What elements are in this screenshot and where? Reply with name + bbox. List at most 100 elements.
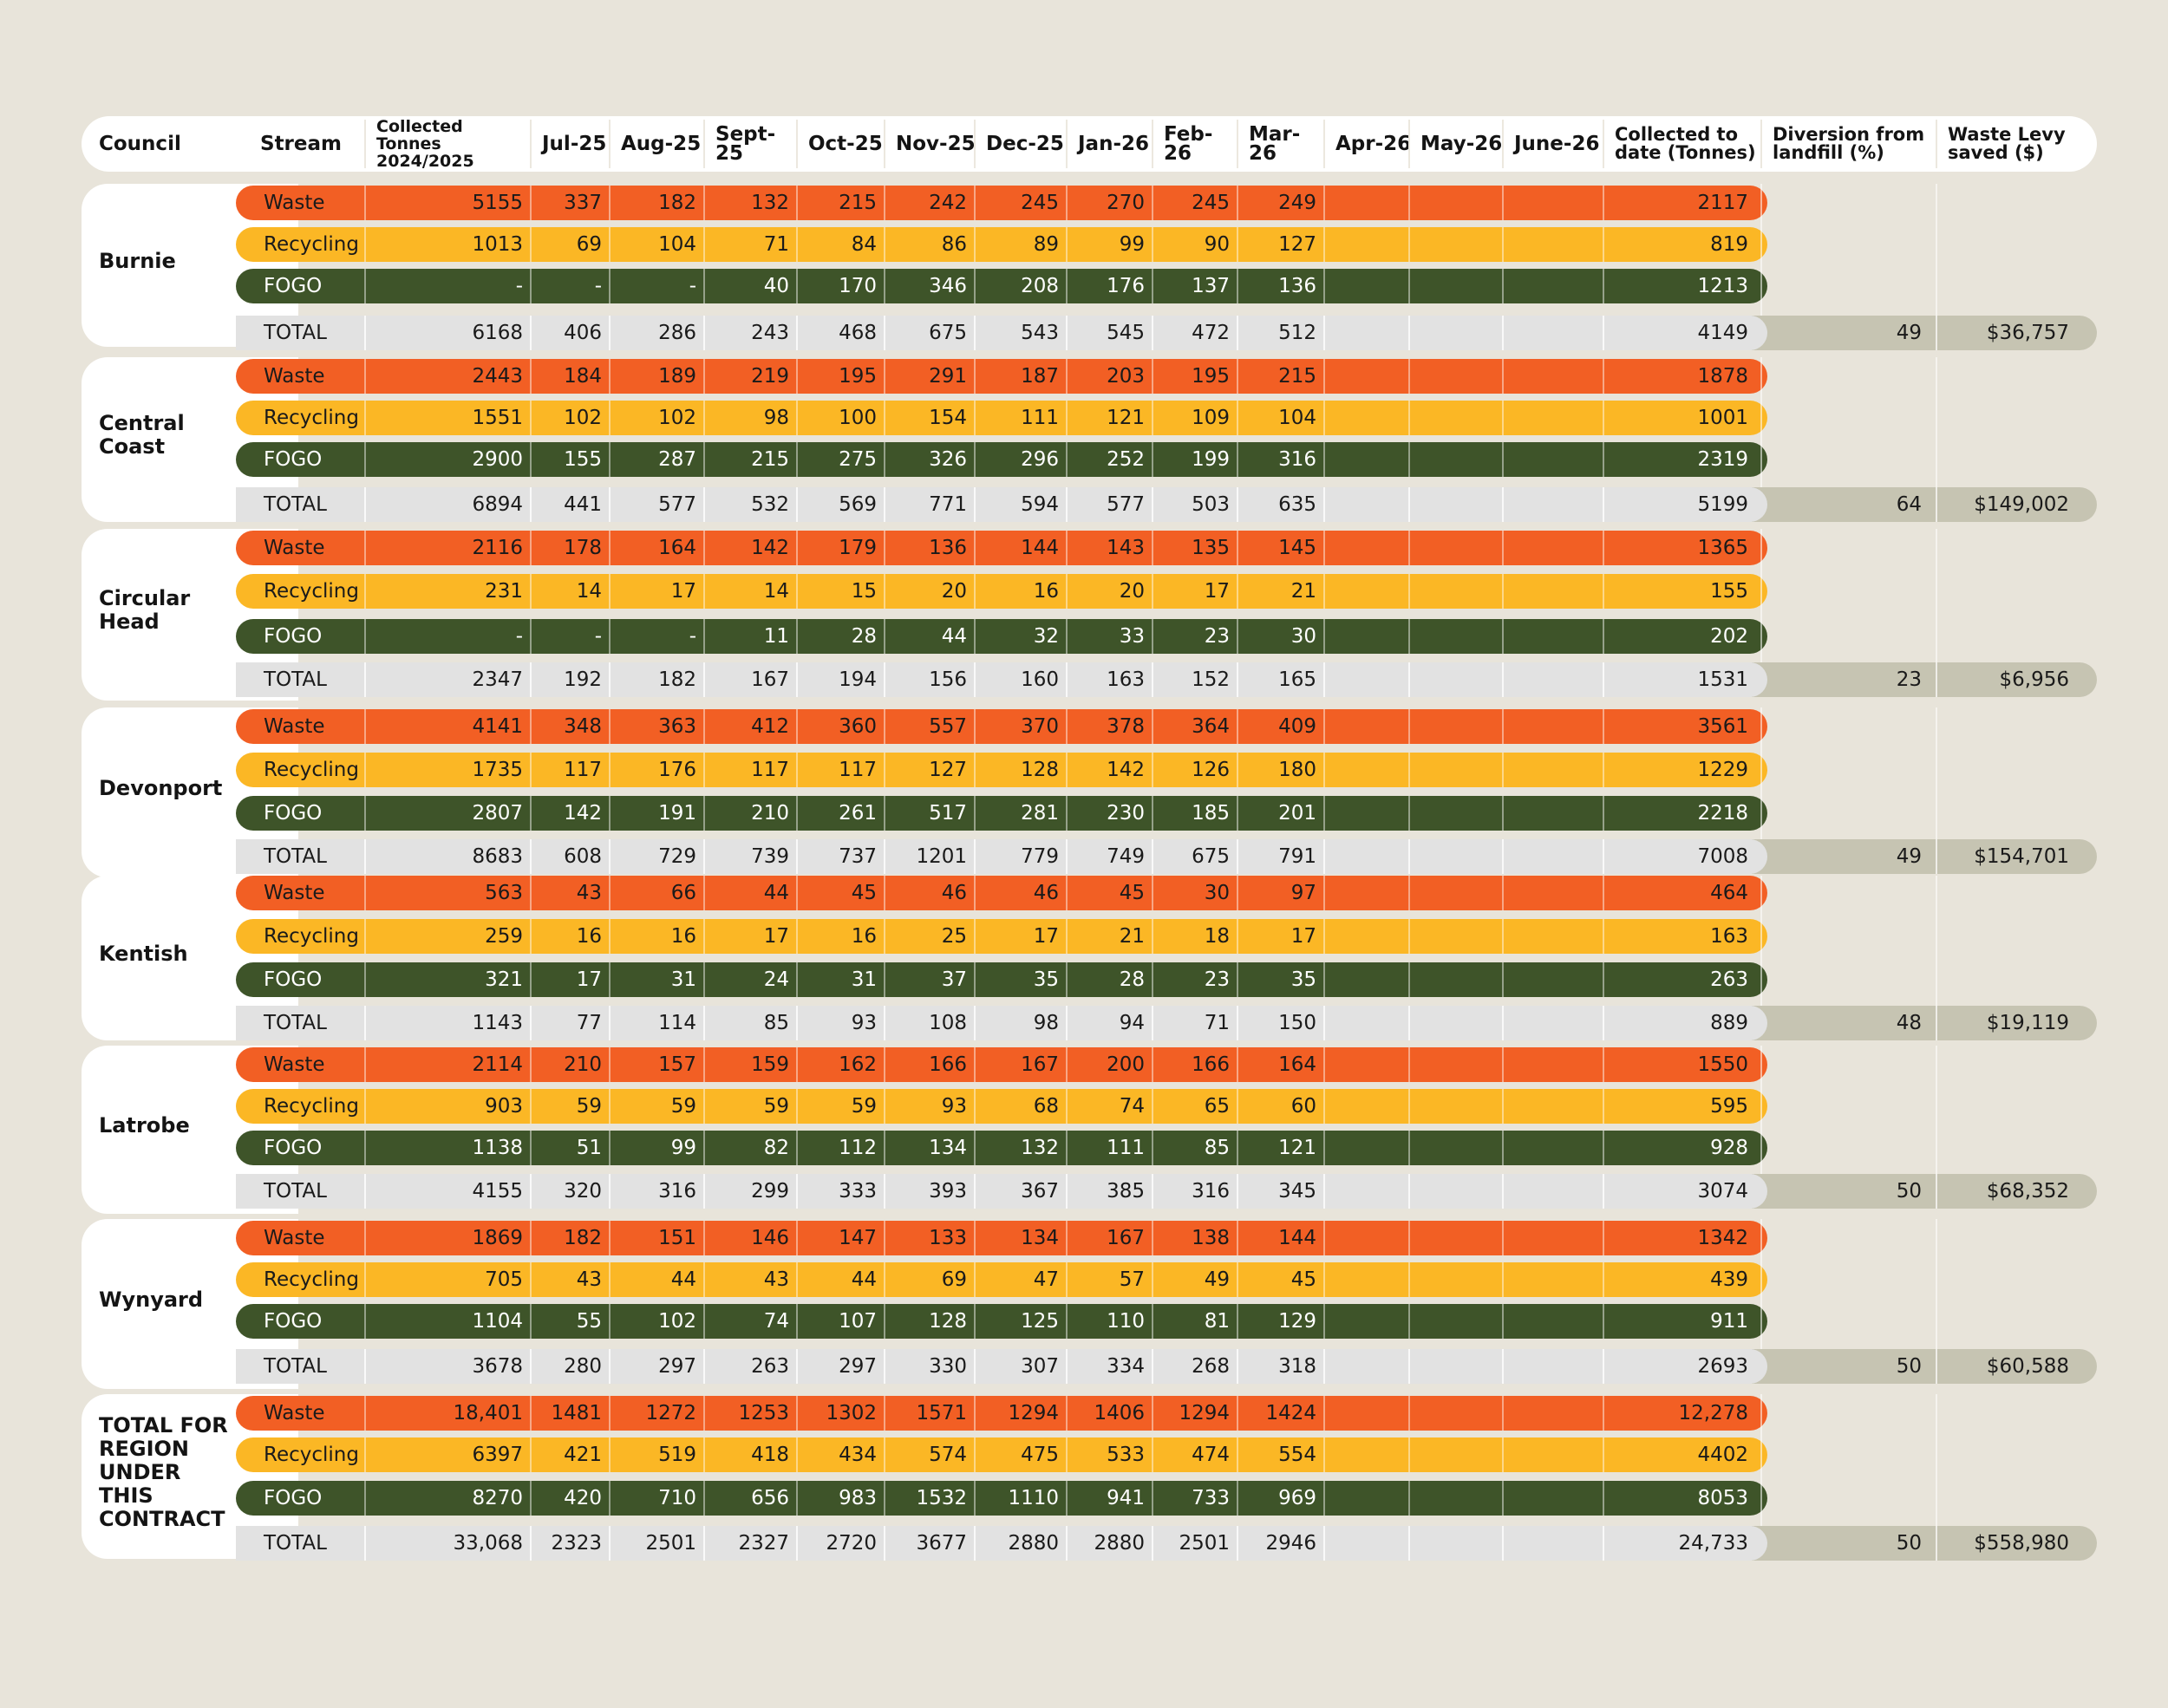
value-cell: 595	[1710, 1095, 1748, 1118]
row-bar-recycling	[236, 227, 1767, 262]
value-cell: 1342	[1697, 1227, 1748, 1249]
stream-label: FOGO	[264, 1487, 323, 1509]
value-cell: 99	[1119, 233, 1145, 256]
value-cell: 142	[751, 537, 789, 559]
cell-separator	[1408, 619, 1410, 654]
value-cell: 31	[851, 968, 877, 991]
row-bar-recycling	[236, 574, 1767, 609]
row-bar-recycling	[236, 753, 1767, 787]
cell-separator	[1323, 796, 1325, 831]
value-cell: 739	[751, 845, 789, 868]
stream-label: TOTAL	[264, 1355, 327, 1378]
value-cell: 2946	[1265, 1532, 1316, 1555]
cell-separator	[703, 359, 705, 394]
cell-separator	[530, 359, 532, 394]
value-cell: 1013	[472, 233, 523, 256]
council-name: Wynyard	[99, 1287, 204, 1312]
cell-separator	[1603, 796, 1604, 831]
cell-separator	[609, 709, 611, 744]
value-cell: 200	[1107, 1053, 1145, 1076]
value-cell: 33,068	[453, 1532, 523, 1555]
value-cell: 43	[763, 1268, 789, 1291]
cell-separator	[884, 876, 885, 910]
header-oct-25: Oct-25	[808, 133, 883, 155]
value-cell: 166	[1192, 1053, 1230, 1076]
summary-column-separator	[1760, 707, 1762, 839]
cell-separator	[974, 487, 976, 522]
stream-label: FOGO	[264, 802, 323, 825]
value-cell	[1412, 919, 1505, 954]
value-cell: 112	[839, 1137, 877, 1159]
cell-separator	[703, 919, 705, 954]
value-cell: 316	[1278, 448, 1316, 471]
cell-separator	[1502, 269, 1504, 303]
cell-separator	[884, 619, 885, 654]
value-cell: 569	[839, 493, 877, 516]
value-cell: 557	[929, 715, 967, 738]
value-cell: 519	[658, 1444, 696, 1466]
value-cell: -	[689, 275, 696, 297]
value-cell	[1327, 1349, 1412, 1384]
cell-separator	[796, 876, 798, 910]
cell-separator	[609, 269, 611, 303]
cell-separator	[1502, 1047, 1504, 1082]
cell-separator	[796, 662, 798, 697]
cell-separator	[1502, 1437, 1504, 1472]
cell-separator	[1066, 316, 1068, 350]
value-cell: 45	[851, 882, 877, 904]
cell-separator	[1502, 662, 1504, 697]
cell-separator	[1237, 1221, 1238, 1255]
cell-separator	[530, 919, 532, 954]
cell-separator	[364, 1526, 366, 1561]
value-cell: 182	[658, 192, 696, 214]
cell-separator	[1237, 1262, 1238, 1297]
cell-separator	[1323, 487, 1325, 522]
cell-separator	[796, 269, 798, 303]
value-cell: 135	[1192, 537, 1230, 559]
cell-separator	[609, 1006, 611, 1040]
cell-separator	[1152, 1304, 1153, 1339]
value-cell: 296	[1021, 448, 1059, 471]
diversion-value: 49	[1896, 322, 1922, 344]
summary-column-separator	[1936, 707, 1937, 839]
value-cell	[1412, 962, 1505, 997]
value-cell: 163	[1710, 925, 1748, 948]
value-cell: 74	[763, 1310, 789, 1333]
cell-separator	[703, 1221, 705, 1255]
value-cell: 17	[670, 580, 696, 603]
cell-separator	[1502, 1131, 1504, 1165]
cell-separator	[1502, 1174, 1504, 1209]
cell-separator	[1603, 619, 1604, 654]
cell-separator	[884, 487, 885, 522]
value-cell: 532	[751, 493, 789, 516]
cell-separator	[1603, 962, 1604, 997]
value-cell	[1412, 359, 1505, 394]
cell-separator	[703, 442, 705, 477]
cell-separator	[1502, 1006, 1504, 1040]
value-cell	[1505, 839, 1606, 874]
cell-separator	[796, 316, 798, 350]
cell-separator	[1066, 1304, 1068, 1339]
diversion-value: 48	[1896, 1012, 1922, 1034]
cell-separator	[530, 1221, 532, 1255]
row-bar-total	[236, 1526, 1767, 1561]
value-cell: 71	[1204, 1012, 1230, 1034]
cell-separator	[884, 962, 885, 997]
cell-separator	[1237, 316, 1238, 350]
value-cell: 30	[1204, 882, 1230, 904]
header-separator	[1237, 120, 1238, 168]
cell-separator	[1066, 619, 1068, 654]
value-cell: 127	[1278, 233, 1316, 256]
stream-label: TOTAL	[264, 322, 327, 344]
value-cell	[1505, 876, 1606, 910]
value-cell: 263	[751, 1355, 789, 1378]
cell-separator	[796, 1006, 798, 1040]
cell-separator	[364, 919, 366, 954]
header-nov-25: Nov-25	[896, 133, 976, 155]
value-cell: 199	[1192, 448, 1230, 471]
value-cell: 1365	[1697, 537, 1748, 559]
value-cell: 6168	[472, 322, 523, 344]
cell-separator	[703, 316, 705, 350]
cell-separator	[609, 1481, 611, 1516]
cell-separator	[530, 487, 532, 522]
